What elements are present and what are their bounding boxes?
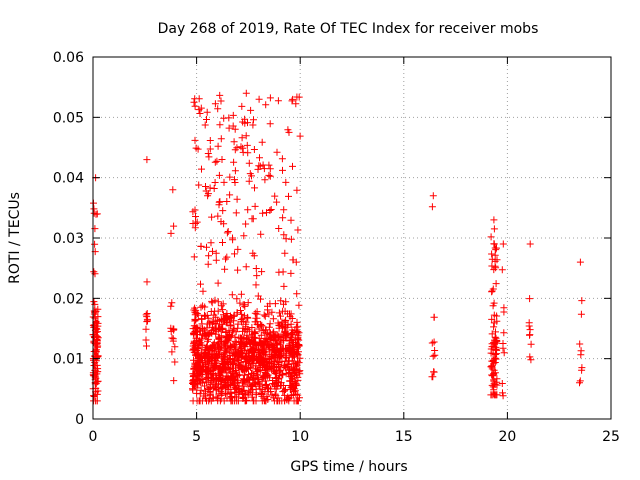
x-tick-label: 10: [291, 429, 309, 445]
y-tick-label: 0.06: [53, 50, 84, 66]
y-tick-label: 0.05: [53, 110, 84, 126]
plot-frame: [92, 56, 612, 420]
y-tick-label: 0.01: [53, 352, 84, 368]
x-tick-label: 5: [192, 429, 201, 445]
scatter-points: [89, 89, 586, 405]
data-points: [89, 89, 586, 405]
x-tick-label: 15: [395, 429, 413, 445]
y-tick-label: 0: [75, 412, 84, 428]
x-tick-label: 0: [89, 429, 98, 445]
y-tick-label: 0.03: [53, 231, 84, 247]
y-axis-label: ROTI / TECUs: [7, 192, 23, 284]
y-tick-label: 0.04: [53, 171, 84, 187]
chart-title: Day 268 of 2019, Rate Of TEC Index for r…: [158, 21, 539, 37]
grid-layer: [93, 57, 611, 419]
x-tick-label: 20: [498, 429, 516, 445]
y-tick-label: 0.02: [53, 291, 84, 307]
x-axis-label: GPS time / hours: [290, 459, 407, 475]
x-tick-label: 25: [602, 429, 620, 445]
